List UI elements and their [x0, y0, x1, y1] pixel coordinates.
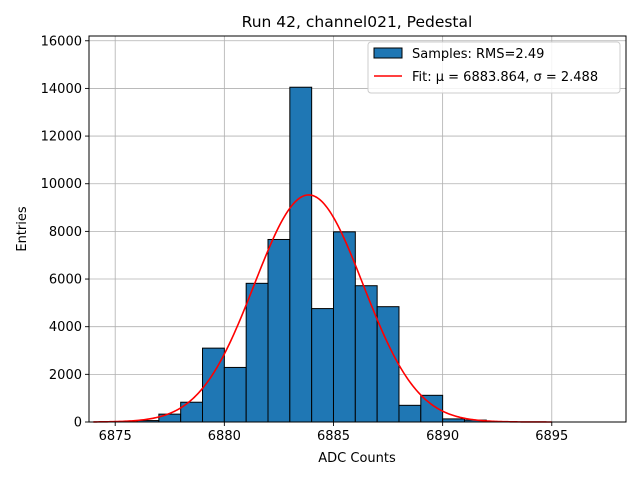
histogram-bar — [311, 308, 334, 423]
legend: Samples: RMS=2.49 Fit: μ = 6883.864, σ =… — [367, 41, 621, 94]
y-tick-label-7: 14000 — [41, 82, 82, 97]
x-tick-label-1: 6880 — [208, 429, 241, 444]
x-tick-label-2: 6885 — [317, 429, 350, 444]
legend-swatch-samples — [373, 47, 403, 59]
y-tick-label-3: 6000 — [49, 273, 82, 288]
histogram-bar — [332, 231, 356, 423]
legend-box — [367, 41, 621, 94]
histogram-bar — [289, 86, 313, 423]
y-tick-label-5: 10000 — [41, 177, 82, 192]
y-tick-label-0: 0 — [74, 416, 82, 431]
x-tick-label-0: 6875 — [99, 429, 132, 444]
y-tick-label-1: 2000 — [49, 368, 82, 383]
x-tick-label-3: 6890 — [426, 429, 459, 444]
x-tick-label-4: 6895 — [535, 429, 568, 444]
histogram-bar — [354, 285, 378, 423]
histogram-bar — [267, 238, 291, 423]
axis-ticks: 6875 6880 6885 6890 6895 0 2000 4000 6000 8000 100… — [41, 34, 569, 444]
plot-frame — [88, 35, 627, 423]
histogram-bar — [245, 282, 269, 423]
chart-title: Run 42, channel021, Pedestal — [242, 13, 473, 31]
fit-curve — [93, 194, 552, 423]
y-tick-label-2: 4000 — [49, 320, 82, 335]
y-tick-label-8: 16000 — [41, 34, 82, 49]
legend-label-fit: Fit: μ = 6883.864, σ = 2.488 — [412, 70, 598, 85]
y-tick-label-6: 12000 — [41, 130, 82, 145]
fit-curve-layer — [93, 194, 552, 423]
histogram-bar — [376, 306, 400, 423]
legend-label-samples: Samples: RMS=2.49 — [412, 47, 544, 62]
y-axis-label: Entries — [15, 206, 30, 252]
histogram-bar — [398, 404, 422, 423]
histogram-bars — [114, 86, 509, 423]
histogram-bar — [223, 366, 247, 423]
x-axis-label: ADC Counts — [318, 451, 396, 466]
y-tick-label-4: 8000 — [49, 225, 82, 240]
